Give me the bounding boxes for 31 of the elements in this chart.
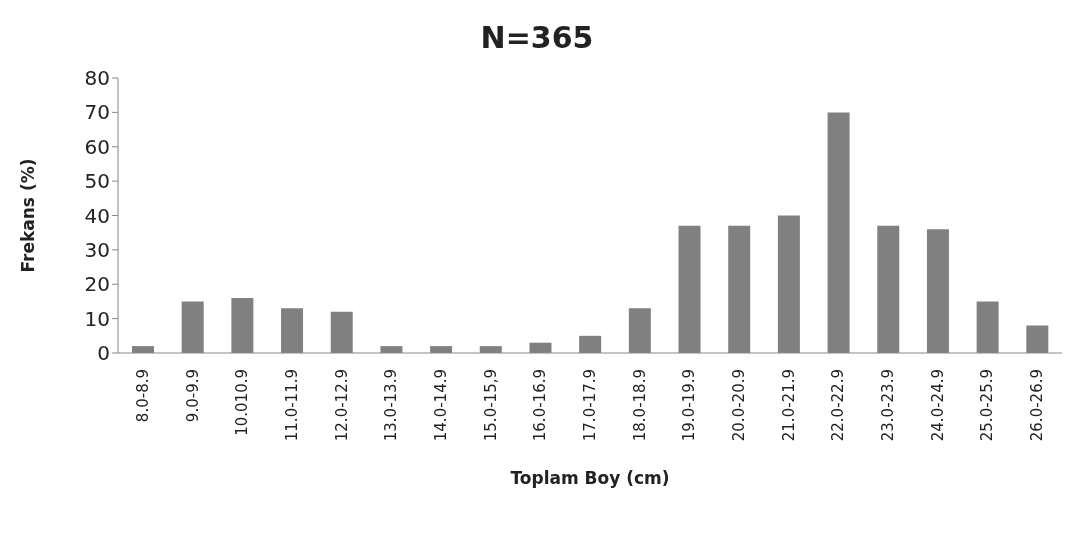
x-tick-label: 21.0-21.9 bbox=[779, 369, 798, 442]
x-tick-label: 25.0-25.9 bbox=[978, 369, 997, 442]
x-tick-label: 22.0-22.9 bbox=[829, 369, 848, 442]
x-tick-label: 16.0-16.9 bbox=[531, 369, 550, 442]
x-tick-label: 10.010.9 bbox=[233, 369, 252, 436]
x-tick-label: 12.0-12.9 bbox=[332, 369, 351, 442]
x-axis-title: Toplam Boy (cm) bbox=[510, 468, 670, 488]
x-tick-label: 24.0-24.9 bbox=[928, 369, 947, 442]
x-tick-label: 20.0-20.9 bbox=[730, 369, 749, 442]
x-tick-label: 13.0-13.9 bbox=[382, 369, 401, 442]
x-tick-label: 19.0-19.9 bbox=[680, 369, 699, 442]
y-tick-label: 0 bbox=[97, 341, 110, 366]
x-tick-label: 8.0-8.9 bbox=[133, 369, 152, 423]
x-tick-label: 11.0-11.9 bbox=[282, 369, 301, 442]
x-tick-label: 14.0-14.9 bbox=[431, 369, 450, 442]
x-tick-label: 15.0-15,9 bbox=[481, 369, 500, 442]
y-tick-label: 20 bbox=[84, 272, 110, 297]
y-tick-label: 60 bbox=[84, 134, 110, 159]
y-tick-label: 10 bbox=[84, 306, 110, 331]
x-tick-label: 23.0-23.9 bbox=[879, 369, 898, 442]
chart-title: N=365 bbox=[479, 19, 595, 57]
x-tick-label: 26.0-26.9 bbox=[1028, 369, 1047, 442]
x-tick-label: 18.0-18.9 bbox=[630, 369, 649, 442]
y-tick-label: 50 bbox=[84, 169, 110, 194]
y-tick-label: 80 bbox=[84, 66, 110, 91]
x-tick-label: 9.0-9.9 bbox=[183, 369, 202, 423]
y-tick-label: 30 bbox=[84, 237, 110, 262]
y-tick-label: 40 bbox=[84, 203, 110, 228]
y-axis-title: Frekans (%) bbox=[18, 158, 39, 273]
y-tick-label: 70 bbox=[84, 100, 110, 125]
x-tick-label: 17.0-17.9 bbox=[581, 369, 599, 442]
